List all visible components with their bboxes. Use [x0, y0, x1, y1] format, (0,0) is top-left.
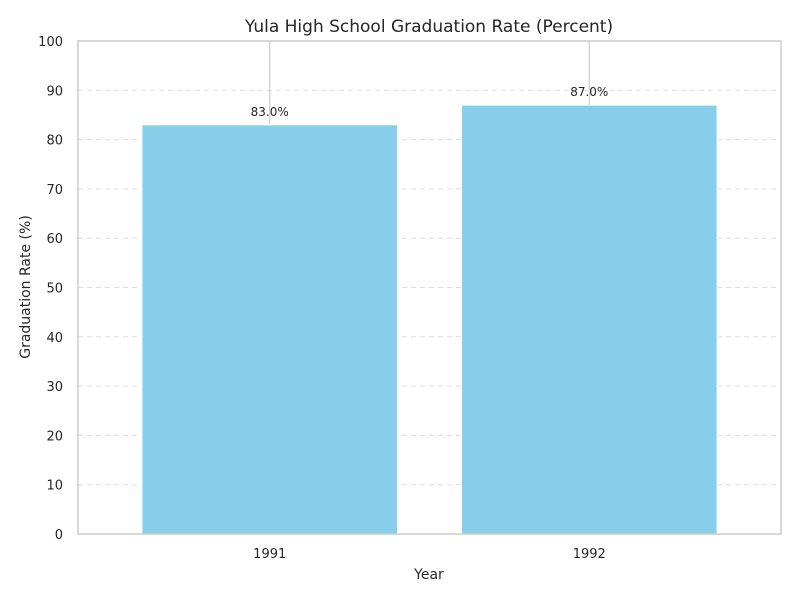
- y-tick-label: 30: [46, 380, 63, 395]
- y-tick-label: 40: [46, 331, 63, 346]
- y-tick-label: 10: [46, 479, 63, 494]
- x-axis-label: Year: [413, 567, 444, 583]
- data-label-1992: 87.0%: [570, 85, 608, 99]
- y-tick-label: 60: [46, 232, 63, 247]
- y-tick-label: 90: [46, 84, 63, 99]
- y-axis-label: Graduation Rate (%): [18, 215, 34, 359]
- bar-1992: [460, 104, 718, 535]
- bar-layer: [141, 104, 718, 535]
- x-tick-label: 1991: [253, 547, 286, 562]
- data-label-1991: 83.0%: [251, 105, 289, 119]
- chart-title: Yula High School Graduation Rate (Percen…: [244, 17, 613, 37]
- y-tick-label: 70: [46, 183, 63, 198]
- data-label-layer: 83.0% 87.0%: [251, 85, 609, 119]
- y-tick-label: 50: [46, 282, 63, 297]
- y-tick-label: 0: [55, 528, 63, 543]
- bar-1991: [141, 124, 399, 535]
- x-tick-label: 1992: [573, 547, 606, 562]
- y-tick-label: 100: [38, 35, 63, 50]
- y-tick-label: 20: [46, 429, 63, 444]
- plot-frame: [77, 40, 782, 535]
- tick-layer: 0 10 20 30 40 50 60 70 80 90 100 1991 1992: [38, 35, 606, 562]
- y-tick-label: 80: [46, 134, 63, 149]
